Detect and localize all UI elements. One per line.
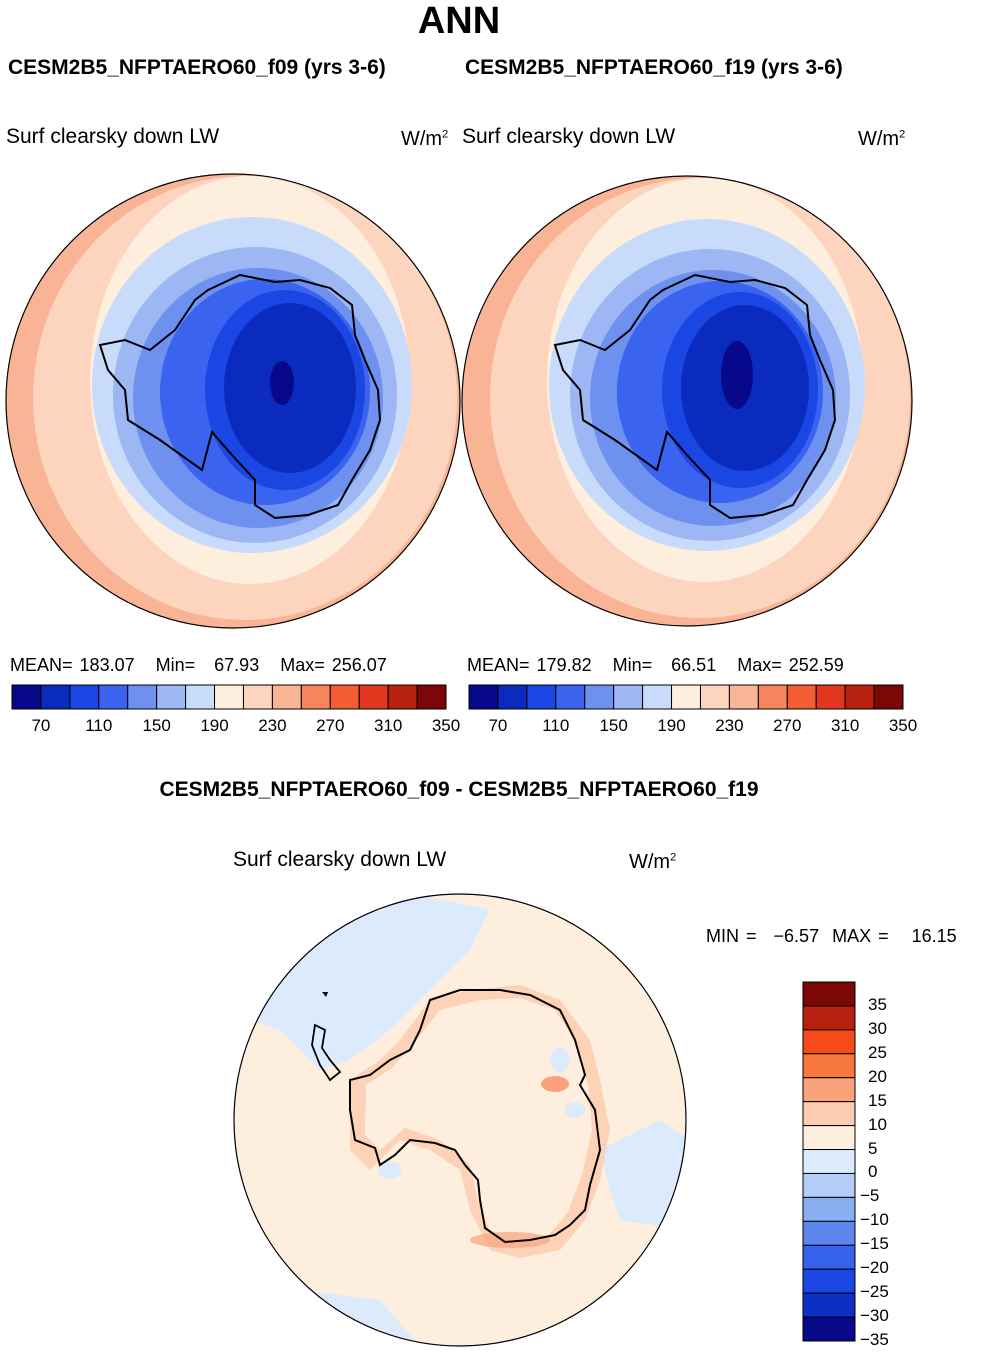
colorbar-swatch [802,1244,856,1270]
right-units: W/m2 [858,128,906,150]
colorbar-swatch [416,684,447,710]
left-colorbar [11,684,447,710]
colorbar-swatch [815,684,846,710]
colorbar-swatch [802,1220,856,1246]
colorbar-swatch [802,1268,856,1294]
difference-min-max: MIN = −6.57 MAX = 16.15 [706,926,957,946]
colorbar-tick-label: 110 [542,716,570,735]
colorbar-tick-label: −30 [860,1306,889,1326]
colorbar-swatch [69,684,100,710]
colorbar-swatch [802,1196,856,1222]
right-map [462,176,912,626]
colorbar-swatch [468,684,499,710]
colorbar-tick-label: 190 [200,716,229,735]
colorbar-tick-label: 230 [715,716,744,735]
colorbar-swatch [271,684,302,710]
colorbar-swatch [802,1029,856,1055]
colorbar-tick-label: −15 [860,1234,889,1254]
colorbar-swatch [844,684,875,710]
left-units: W/m2 [401,128,449,150]
colorbar-tick-label: 310 [830,716,860,735]
difference-units: W/m2 [629,851,677,873]
colorbar-swatch [699,684,730,710]
colorbar-swatch [613,684,644,710]
colorbar-tick-label: 110 [85,716,113,735]
colorbar-tick-label: 310 [373,716,403,735]
colorbar-swatch [555,684,586,710]
right-map-border [461,175,913,627]
colorbar-tick-label: −25 [860,1282,889,1302]
colorbar-swatch [802,1101,856,1127]
right-stats: MEAN= 179.82 Min= 66.51 Max= 252.59 [467,655,844,675]
colorbar-swatch [873,684,904,710]
left-map [6,174,460,628]
colorbar-swatch [802,1316,856,1342]
colorbar-tick-label: 350 [888,716,918,735]
colorbar-swatch [387,684,418,710]
colorbar-swatch [242,684,273,710]
difference-map-border [233,893,687,1347]
colorbar-tick-label: 0 [868,1162,878,1182]
colorbar-tick-label: 30 [868,1018,887,1038]
colorbar-tick-label: 25 [868,1042,887,1062]
difference-colorbar [802,981,856,1342]
colorbar-swatch [214,684,244,710]
difference-map [234,894,686,1346]
colorbar-swatch [802,1053,856,1079]
colorbar-swatch [786,684,817,710]
colorbar-tick-label: 190 [657,716,686,735]
difference-title: CESM2B5_NFPTAERO60_f09 - CESM2B5_NFPTAER… [159,778,759,801]
colorbar-tick-label: 15 [868,1090,887,1110]
difference-variable-label: Surf clearsky down LW [233,848,447,871]
colorbar-tick-label: 270 [773,716,802,735]
colorbar-swatch [802,1005,856,1031]
colorbar-swatch [98,684,129,710]
colorbar-swatch [358,684,389,710]
colorbar-swatch [526,684,557,710]
colorbar-tick-label: 10 [868,1114,887,1134]
left-map-border [5,173,461,629]
colorbar-swatch [156,684,187,710]
colorbar-tick-label: 270 [316,716,345,735]
colorbar-tick-label: 70 [31,716,51,735]
right-colorbar [468,684,904,710]
colorbar-tick-label: 5 [868,1138,878,1158]
colorbar-swatch [127,684,158,710]
colorbar-swatch [728,684,759,710]
right-variable-label: Surf clearsky down LW [462,125,676,148]
colorbar-tick-label: −20 [860,1258,889,1278]
left-stats: MEAN= 183.07 Min= 67.93 Max= 256.07 [10,655,387,675]
colorbar-tick-label: 150 [599,716,628,735]
colorbar-swatch [497,684,528,710]
colorbar-swatch [802,1149,856,1174]
colorbar-swatch [300,684,331,710]
colorbar-tick-label: −10 [860,1210,889,1230]
colorbar-swatch [802,1292,856,1318]
colorbar-swatch [671,684,701,710]
left-variable-label: Surf clearsky down LW [6,125,220,148]
colorbar-tick-label: −5 [860,1186,880,1206]
colorbar-swatch [40,684,71,710]
colorbar-swatch [584,684,615,710]
right-case-title: CESM2B5_NFPTAERO60_f19 (yrs 3-6) [465,56,843,79]
left-case-title: CESM2B5_NFPTAERO60_f09 (yrs 3-6) [8,56,386,79]
colorbar-swatch [802,981,856,1007]
colorbar-swatch [802,1172,856,1198]
colorbar-tick-label: 230 [258,716,287,735]
colorbar-swatch [642,684,673,710]
colorbar-tick-label: −35 [860,1330,889,1349]
colorbar-swatch [11,684,42,710]
colorbar-tick-label: 35 [868,994,887,1014]
colorbar-tick-label: 150 [142,716,171,735]
colorbar-swatch [802,1077,856,1103]
season-title: ANN [417,0,501,42]
colorbar-swatch [802,1125,856,1151]
colorbar-tick-label: 70 [488,716,508,735]
colorbar-swatch [185,684,216,710]
colorbar-tick-label: 20 [868,1066,887,1086]
colorbar-swatch [757,684,788,710]
colorbar-swatch [329,684,360,710]
colorbar-tick-label: 350 [431,716,461,735]
